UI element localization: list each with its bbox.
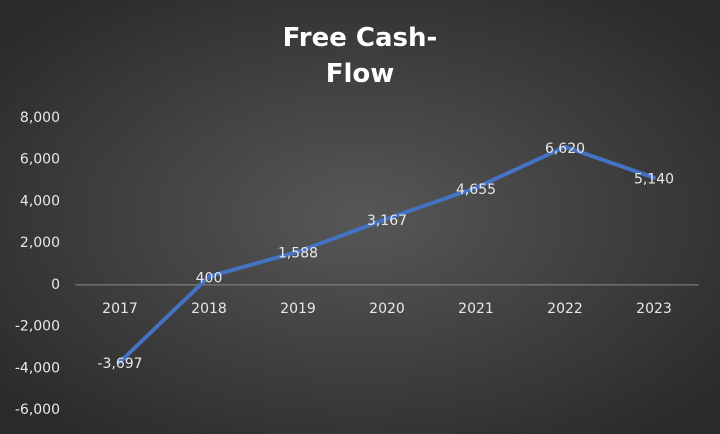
chart-title: Free Cash-Flow bbox=[282, 23, 438, 89]
data-label: 1,588 bbox=[278, 246, 318, 262]
y-tick-label: 8,000 bbox=[20, 110, 60, 126]
y-tick-label: -6,000 bbox=[15, 402, 60, 418]
data-label: 5,140 bbox=[634, 172, 674, 188]
x-tick-label: 2021 bbox=[458, 301, 494, 317]
x-tick-label: 2018 bbox=[191, 301, 227, 317]
data-label: 3,167 bbox=[367, 213, 407, 229]
y-tick-label: 6,000 bbox=[20, 152, 60, 168]
x-tick-label: 2019 bbox=[280, 301, 316, 317]
data-label: 4,655 bbox=[456, 182, 496, 198]
data-label: 400 bbox=[196, 271, 223, 287]
x-tick-label: 2017 bbox=[102, 301, 138, 317]
data-label: 6,620 bbox=[545, 141, 585, 157]
data-line bbox=[118, 144, 656, 364]
x-tick-label: 2022 bbox=[547, 301, 583, 317]
y-tick-label: 0 bbox=[51, 277, 60, 293]
y-tick-label: 2,000 bbox=[20, 235, 60, 251]
y-tick-label: -4,000 bbox=[15, 360, 60, 376]
y-tick-label: 4,000 bbox=[20, 193, 60, 209]
x-tick-label: 2020 bbox=[369, 301, 405, 317]
data-label: -3,697 bbox=[97, 356, 142, 372]
x-tick-label: 2023 bbox=[636, 301, 672, 317]
y-tick-label: -2,000 bbox=[15, 319, 60, 335]
